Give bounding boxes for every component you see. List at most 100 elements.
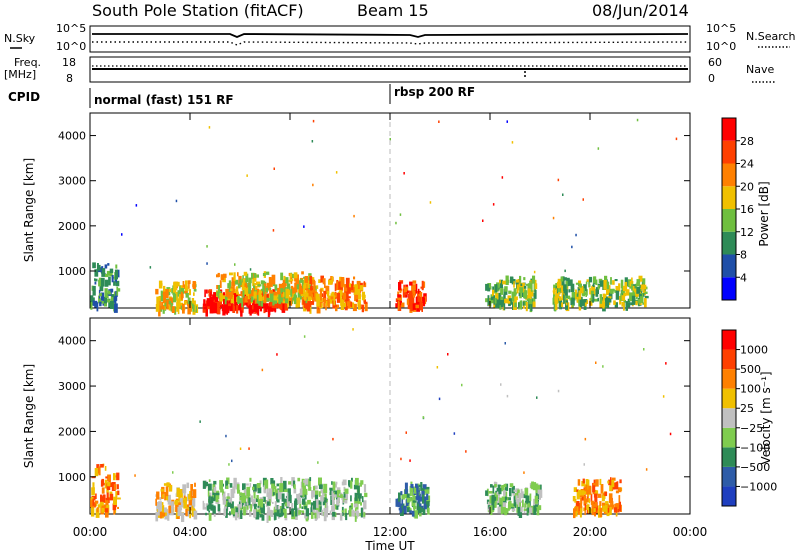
scatter-cell [257, 505, 260, 508]
scatter-cell [248, 298, 252, 306]
scatter-cell [273, 510, 277, 514]
scatter-cell [530, 278, 534, 284]
scatter-cell [591, 508, 595, 516]
scatter-cell [269, 278, 273, 287]
scatter-cell [268, 495, 272, 503]
scatter-cell [257, 284, 262, 287]
scatter-cell [516, 284, 519, 294]
scatter-cell [334, 504, 338, 510]
scatter-cell [536, 396, 538, 399]
scatter-cell [621, 295, 626, 301]
scatter-cell [236, 484, 240, 492]
scatter-cell [315, 490, 319, 496]
scatter-cell [586, 300, 589, 304]
scatter-cell [303, 304, 307, 312]
scatter-cell [156, 296, 160, 305]
scatter-cell [227, 283, 230, 289]
scatter-cell [231, 285, 235, 294]
scatter-cell [505, 508, 509, 514]
scatter-cell [589, 287, 591, 295]
scatter-cell [217, 301, 220, 311]
scatter-cell [611, 480, 615, 488]
scatter-cell [252, 498, 256, 507]
colorbar-swatch [722, 186, 736, 209]
scatter-cell [589, 298, 591, 304]
scatter-cell [623, 299, 626, 303]
scatter-cell [155, 304, 160, 312]
scatter-cell [243, 278, 245, 287]
scatter-cell [319, 484, 323, 488]
scatter-cell [343, 494, 346, 503]
scatter-cell [617, 487, 622, 493]
scatter-cell [245, 296, 248, 300]
scatter-cell [341, 496, 345, 500]
scatter-cell [231, 508, 235, 515]
scatter-cell [591, 286, 595, 291]
scatter-cell [168, 307, 172, 311]
scatter-cell [395, 498, 398, 507]
xtick-label: 08:00 [273, 525, 308, 539]
scatter-cell [310, 507, 313, 515]
scatter-cell [608, 301, 611, 305]
scatter-cell [327, 299, 330, 308]
scatter-cell [412, 288, 415, 294]
scatter-cell [101, 300, 104, 304]
scatter-cell [249, 290, 253, 299]
scatter-cell [160, 488, 164, 492]
scatter-cell [110, 288, 114, 293]
cpid-label: CPID [8, 90, 40, 104]
scatter-cell [305, 478, 309, 485]
scatter-cell [578, 280, 582, 285]
scatter-cell [325, 497, 327, 503]
colorbar-tick-label: 1000 [740, 344, 768, 357]
scatter-cell [505, 275, 509, 285]
nsky-label: N.Sky [4, 32, 36, 45]
scatter-cell [339, 288, 343, 297]
scatter-cell [116, 269, 120, 278]
scatter-cell [361, 291, 365, 301]
scatter-cell [273, 306, 277, 312]
scatter-cell [293, 488, 297, 494]
scatter-cell [188, 504, 192, 508]
scatter-cell [248, 277, 252, 284]
scatter-cell [115, 295, 118, 301]
scatter-cell [299, 287, 301, 294]
scatter-cell [602, 365, 604, 368]
scatter-cell [585, 479, 588, 489]
scatter-cell [426, 502, 429, 513]
scatter-cell [253, 297, 256, 306]
scatter-cell [246, 297, 250, 300]
scatter-cell [284, 508, 287, 518]
xtick-label: 16:00 [473, 525, 508, 539]
scatter-cell [204, 289, 206, 298]
scatter-cell [258, 294, 263, 301]
colorbar-tick-label: 4 [740, 271, 747, 284]
scatter-cell [422, 484, 427, 493]
power-colorbar-label: Power [dB] [757, 181, 771, 246]
scatter-cell [108, 298, 111, 308]
scatter-cell [311, 512, 314, 519]
scatter-cell [223, 508, 226, 516]
scatter-cell [618, 283, 621, 292]
scatter-cell [164, 492, 169, 501]
scatter-cell [279, 303, 283, 310]
scatter-cell [343, 284, 348, 293]
freq-tick-top: 18 [62, 56, 76, 69]
scatter-cell [115, 503, 117, 507]
scatter-cell [305, 293, 309, 297]
scatter-cell [255, 511, 260, 520]
scatter-cell [239, 303, 242, 311]
freq-panel: Freq. [MHz] 18 8 60 0 Nave [4, 56, 776, 85]
scatter-cell [597, 493, 602, 498]
scatter-cell [624, 281, 628, 292]
scatter-cell [188, 494, 192, 500]
scatter-cell [109, 271, 113, 277]
scatter-cell [331, 276, 333, 283]
scatter-cell [400, 509, 404, 516]
scatter-cell [513, 288, 517, 296]
scatter-cell [583, 491, 587, 495]
scatter-cell [167, 513, 170, 521]
scatter-cell [113, 496, 117, 505]
scatter-cell [225, 485, 229, 489]
scatter-cell [523, 300, 527, 306]
